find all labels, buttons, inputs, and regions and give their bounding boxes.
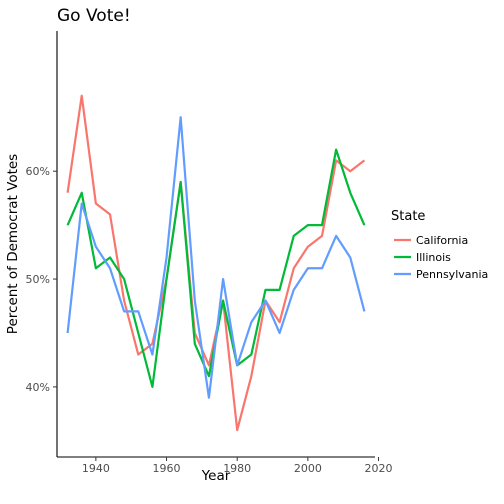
y-axis-ticks: 40% 50% 60%	[26, 165, 57, 394]
x-tick-label: 2000	[294, 462, 322, 475]
chart-title: Go Vote!	[57, 6, 131, 26]
x-axis-ticks: 1940 1960 1980 2000 2020	[82, 457, 393, 475]
y-tick-label: 50%	[26, 273, 50, 286]
x-tick-label: 2020	[365, 462, 393, 475]
y-tick-label: 40%	[26, 381, 50, 394]
legend-label-california: California	[416, 234, 468, 247]
legend-label-pennsylvania: Pennsylvania	[416, 268, 488, 281]
legend: State California Illinois Pennsylvania	[391, 209, 488, 281]
legend-title: State	[391, 209, 425, 224]
y-tick-label: 60%	[26, 165, 50, 178]
x-tick-label: 1940	[82, 462, 110, 475]
series-lines	[68, 96, 365, 430]
x-tick-label: 1960	[153, 462, 181, 475]
legend-label-illinois: Illinois	[416, 251, 451, 264]
y-axis-title: Percent of Democrat Votes	[5, 154, 21, 334]
series-line-pennsylvania	[68, 117, 365, 397]
x-axis-title: Year	[201, 468, 231, 484]
series-line-california	[68, 96, 365, 430]
